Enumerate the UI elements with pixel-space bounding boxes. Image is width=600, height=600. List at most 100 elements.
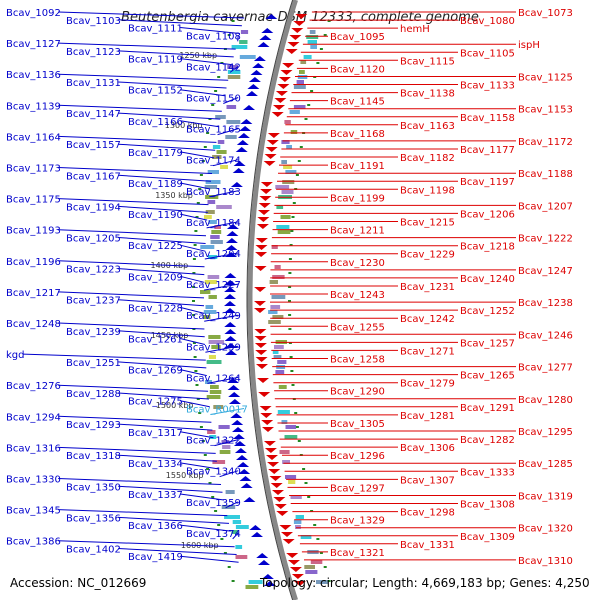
gene-label-left: Bcav_1217 xyxy=(6,288,61,299)
feature-block xyxy=(277,410,290,414)
gene-leader-left xyxy=(58,446,216,454)
gene-label-right: Bcav_1125 xyxy=(518,73,573,84)
minus-strand-gene xyxy=(255,245,268,250)
plus-strand-gene xyxy=(237,133,250,138)
gene-label-right: Bcav_1279 xyxy=(400,379,455,390)
plus-strand-gene xyxy=(224,273,237,278)
tick-dash xyxy=(231,580,235,582)
gene-label-left: Bcav_1205 xyxy=(66,234,121,245)
feature-block xyxy=(208,295,217,299)
feature-block xyxy=(295,525,301,529)
gene-label-left: Bcav_1166 xyxy=(128,117,183,128)
minus-strand-gene xyxy=(289,567,302,572)
gene-label-right: Bcav_1258 xyxy=(330,355,385,366)
feature-block xyxy=(209,435,217,439)
gene-label-right: Bcav_1282 xyxy=(460,435,515,446)
gene-leader-left xyxy=(58,478,222,485)
feature-block xyxy=(281,160,287,164)
tick-dash xyxy=(211,496,215,498)
plus-strand-gene xyxy=(225,350,238,355)
gene-label-left: Bcav_1165 xyxy=(186,125,241,136)
plus-strand-gene xyxy=(263,581,276,586)
feature-block xyxy=(207,170,219,174)
gene-label-left: Bcav_1111 xyxy=(128,24,183,35)
feature-block xyxy=(219,450,231,454)
feature-block xyxy=(208,355,216,359)
feature-block xyxy=(295,515,304,519)
gene-label-left: Bcav_1164 xyxy=(6,132,61,143)
tick-dash xyxy=(199,426,203,428)
gene-label-right: Bcav_1182 xyxy=(400,153,455,164)
gene-leader-left xyxy=(180,89,225,97)
minus-strand-gene xyxy=(275,91,288,96)
gene-label-right: Bcav_1295 xyxy=(518,427,573,438)
minus-strand-gene xyxy=(270,483,283,488)
minus-strand-gene xyxy=(272,490,284,495)
feature-block xyxy=(271,295,286,299)
scale-tick-label: 1350 kbp xyxy=(155,191,193,200)
gene-label-left: Bcav_R0017 xyxy=(186,405,248,416)
gene-label-left: Bcav_1276 xyxy=(6,381,61,392)
plus-strand-gene xyxy=(258,560,270,565)
feature-block xyxy=(208,220,217,224)
feature-block xyxy=(283,165,293,169)
gene-label-right: ispH xyxy=(518,40,540,51)
plus-strand-gene xyxy=(231,420,244,425)
tick-dash xyxy=(194,370,198,372)
feature-block xyxy=(203,315,211,319)
gene-label-left: Bcav_1294 xyxy=(6,412,61,423)
plus-strand-gene xyxy=(224,280,237,285)
feature-block xyxy=(205,305,214,309)
gene-leader-left xyxy=(58,11,245,19)
gene-leader-left xyxy=(58,322,205,330)
plus-strand-gene xyxy=(228,399,241,404)
feature-block xyxy=(300,60,307,64)
plus-strand-gene xyxy=(224,301,236,306)
feature-block xyxy=(235,545,243,549)
feature-block xyxy=(310,560,323,564)
feature-block xyxy=(235,525,249,529)
gene-label-right: Bcav_1298 xyxy=(400,508,455,519)
gene-label-left: Bcav_1334 xyxy=(128,459,183,470)
minus-strand-gene xyxy=(258,210,270,215)
minus-strand-gene xyxy=(260,189,273,194)
feature-block xyxy=(205,195,219,199)
gene-label-right: Bcav_1080 xyxy=(460,16,515,27)
plus-strand-gene xyxy=(224,322,237,327)
feature-block xyxy=(227,65,238,69)
feature-block xyxy=(208,255,218,259)
gene-label-left: Bcav_1103 xyxy=(66,16,121,27)
minus-strand-gene xyxy=(264,448,277,453)
plus-strand-gene xyxy=(240,119,253,124)
feature-block xyxy=(205,380,212,384)
minus-strand-gene xyxy=(254,308,266,313)
plus-strand-gene xyxy=(249,525,262,530)
gene-label-left: Bcav_1239 xyxy=(66,327,121,338)
minus-strand-gene xyxy=(276,511,289,516)
feature-block xyxy=(272,350,279,354)
plus-strand-gene xyxy=(253,56,266,61)
genome-summary: Topology: circular; Length: 4,669,183 bp… xyxy=(260,576,590,590)
tick-dash xyxy=(211,104,215,106)
feature-block xyxy=(208,335,221,339)
gene-leader-left xyxy=(118,548,237,555)
gene-leader-left xyxy=(180,400,210,408)
tick-dash xyxy=(201,160,205,162)
genome-backbone-edge xyxy=(246,0,294,600)
gene-label-right: Bcav_1138 xyxy=(400,89,455,100)
gene-label-right: Bcav_1290 xyxy=(330,387,385,398)
feature-block xyxy=(231,530,239,534)
gene-label-left: Bcav_1228 xyxy=(128,303,183,314)
gene-label-left: Bcav_1225 xyxy=(128,241,183,252)
plus-strand-gene xyxy=(232,168,245,173)
gene-leader-left xyxy=(58,384,209,392)
gene-leader-left xyxy=(180,213,208,221)
feature-block xyxy=(227,70,241,74)
tick-dash xyxy=(195,216,199,218)
gene-label-right: Bcav_1229 xyxy=(400,250,455,261)
gene-label-left: Bcav_1209 xyxy=(128,272,183,283)
plus-strand-gene xyxy=(248,77,261,82)
gene-label-left: Bcav_1123 xyxy=(66,47,121,58)
plus-strand-gene xyxy=(243,497,256,502)
feature-block xyxy=(293,105,306,109)
